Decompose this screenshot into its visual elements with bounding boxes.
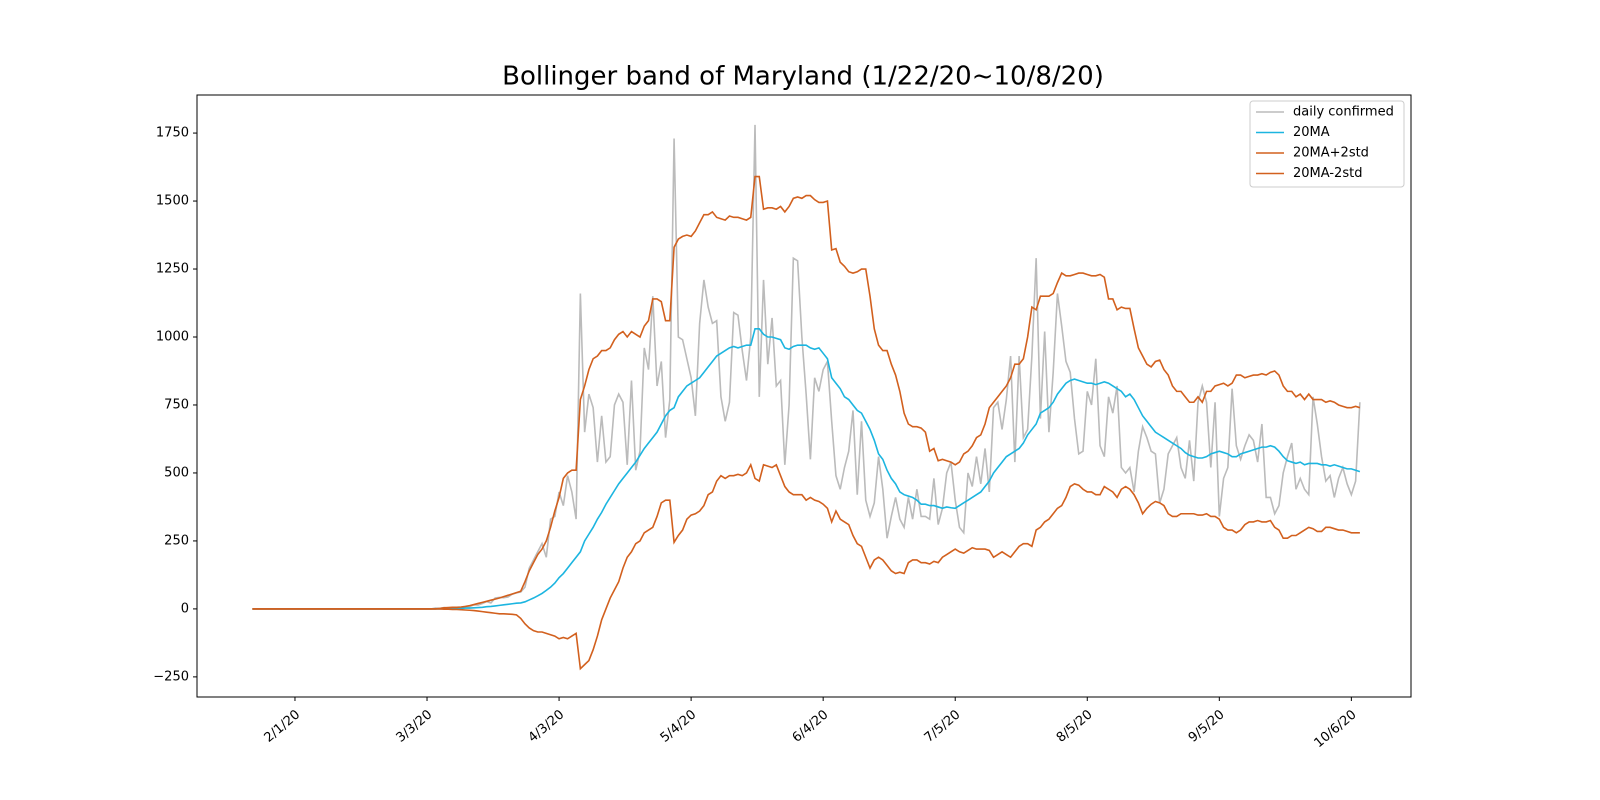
y-tick-label: 1250 (156, 262, 189, 277)
legend-label: daily confirmed (1293, 105, 1394, 120)
y-tick-label: 1750 (156, 126, 189, 141)
legend: daily confirmed 20MA 20MA+2std 20MA-2std (1249, 100, 1405, 188)
legend-box (1249, 100, 1405, 188)
y-tick-label: 750 (164, 397, 189, 412)
y-tick-label: 250 (164, 533, 189, 548)
legend-label: 20MA (1293, 125, 1330, 140)
y-tick-label: 0 (181, 601, 189, 616)
axes-frame (196, 94, 1412, 698)
y-tick-label: 500 (164, 465, 189, 480)
y-tick-label: 1000 (156, 329, 189, 344)
legend-label: 20MA-2std (1293, 166, 1362, 181)
plot-area (252, 124, 1361, 671)
legend-label: 20MA+2std (1293, 146, 1369, 161)
y-tick-label: −250 (153, 669, 189, 684)
data-line (252, 462, 1360, 671)
y-tick-label: 1500 (156, 194, 189, 209)
chart-title: Bollinger band of Maryland (1/22/20~10/8… (502, 62, 1104, 92)
